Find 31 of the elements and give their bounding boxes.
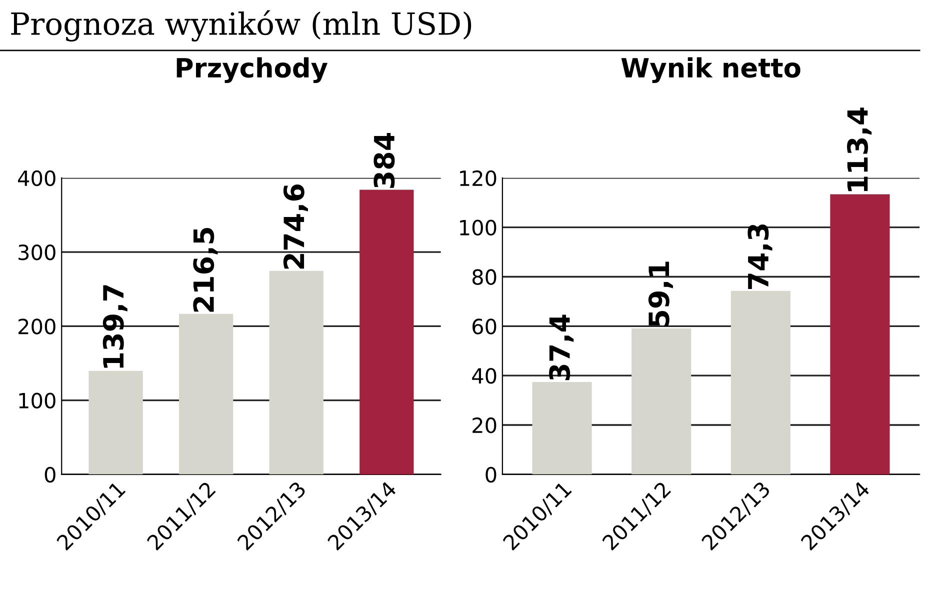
data-label: 74,3 xyxy=(748,224,772,289)
bar xyxy=(730,290,790,474)
data-label: 216,5 xyxy=(193,228,218,312)
data-label: 59,1 xyxy=(648,262,673,326)
y-tick-label: 120 xyxy=(460,170,496,186)
bar xyxy=(830,194,890,474)
bar xyxy=(269,270,324,474)
y-tick-label: 100 xyxy=(460,220,496,236)
bar xyxy=(88,370,143,474)
bar xyxy=(632,328,692,474)
data-label: 113,4 xyxy=(847,108,872,192)
y-tick-label: 60 xyxy=(472,318,496,334)
bar xyxy=(360,190,414,474)
y-tick-label: 40 xyxy=(472,368,496,384)
text: Prognoza wyników (mln USD) xyxy=(11,10,472,42)
chart-title: Przychody xyxy=(176,57,328,84)
data-label: 274,6 xyxy=(283,184,308,269)
y-tick-label: 400 xyxy=(18,170,56,186)
y-tick-label: 80 xyxy=(472,269,496,285)
data-label: 37,4 xyxy=(549,314,574,380)
chart-title: Wynik netto xyxy=(621,57,800,84)
bar xyxy=(532,382,592,474)
data-label: 139,7 xyxy=(102,285,128,368)
y-tick-label: 300 xyxy=(18,244,56,260)
y-tick-label: 0 xyxy=(44,466,56,483)
y-tick-label: 20 xyxy=(472,417,496,434)
y-tick-label: 0 xyxy=(486,466,496,483)
y-tick-label: 200 xyxy=(18,318,56,334)
data-label: 384 xyxy=(374,133,395,188)
bar xyxy=(178,314,234,474)
y-tick-label: 100 xyxy=(19,392,56,408)
